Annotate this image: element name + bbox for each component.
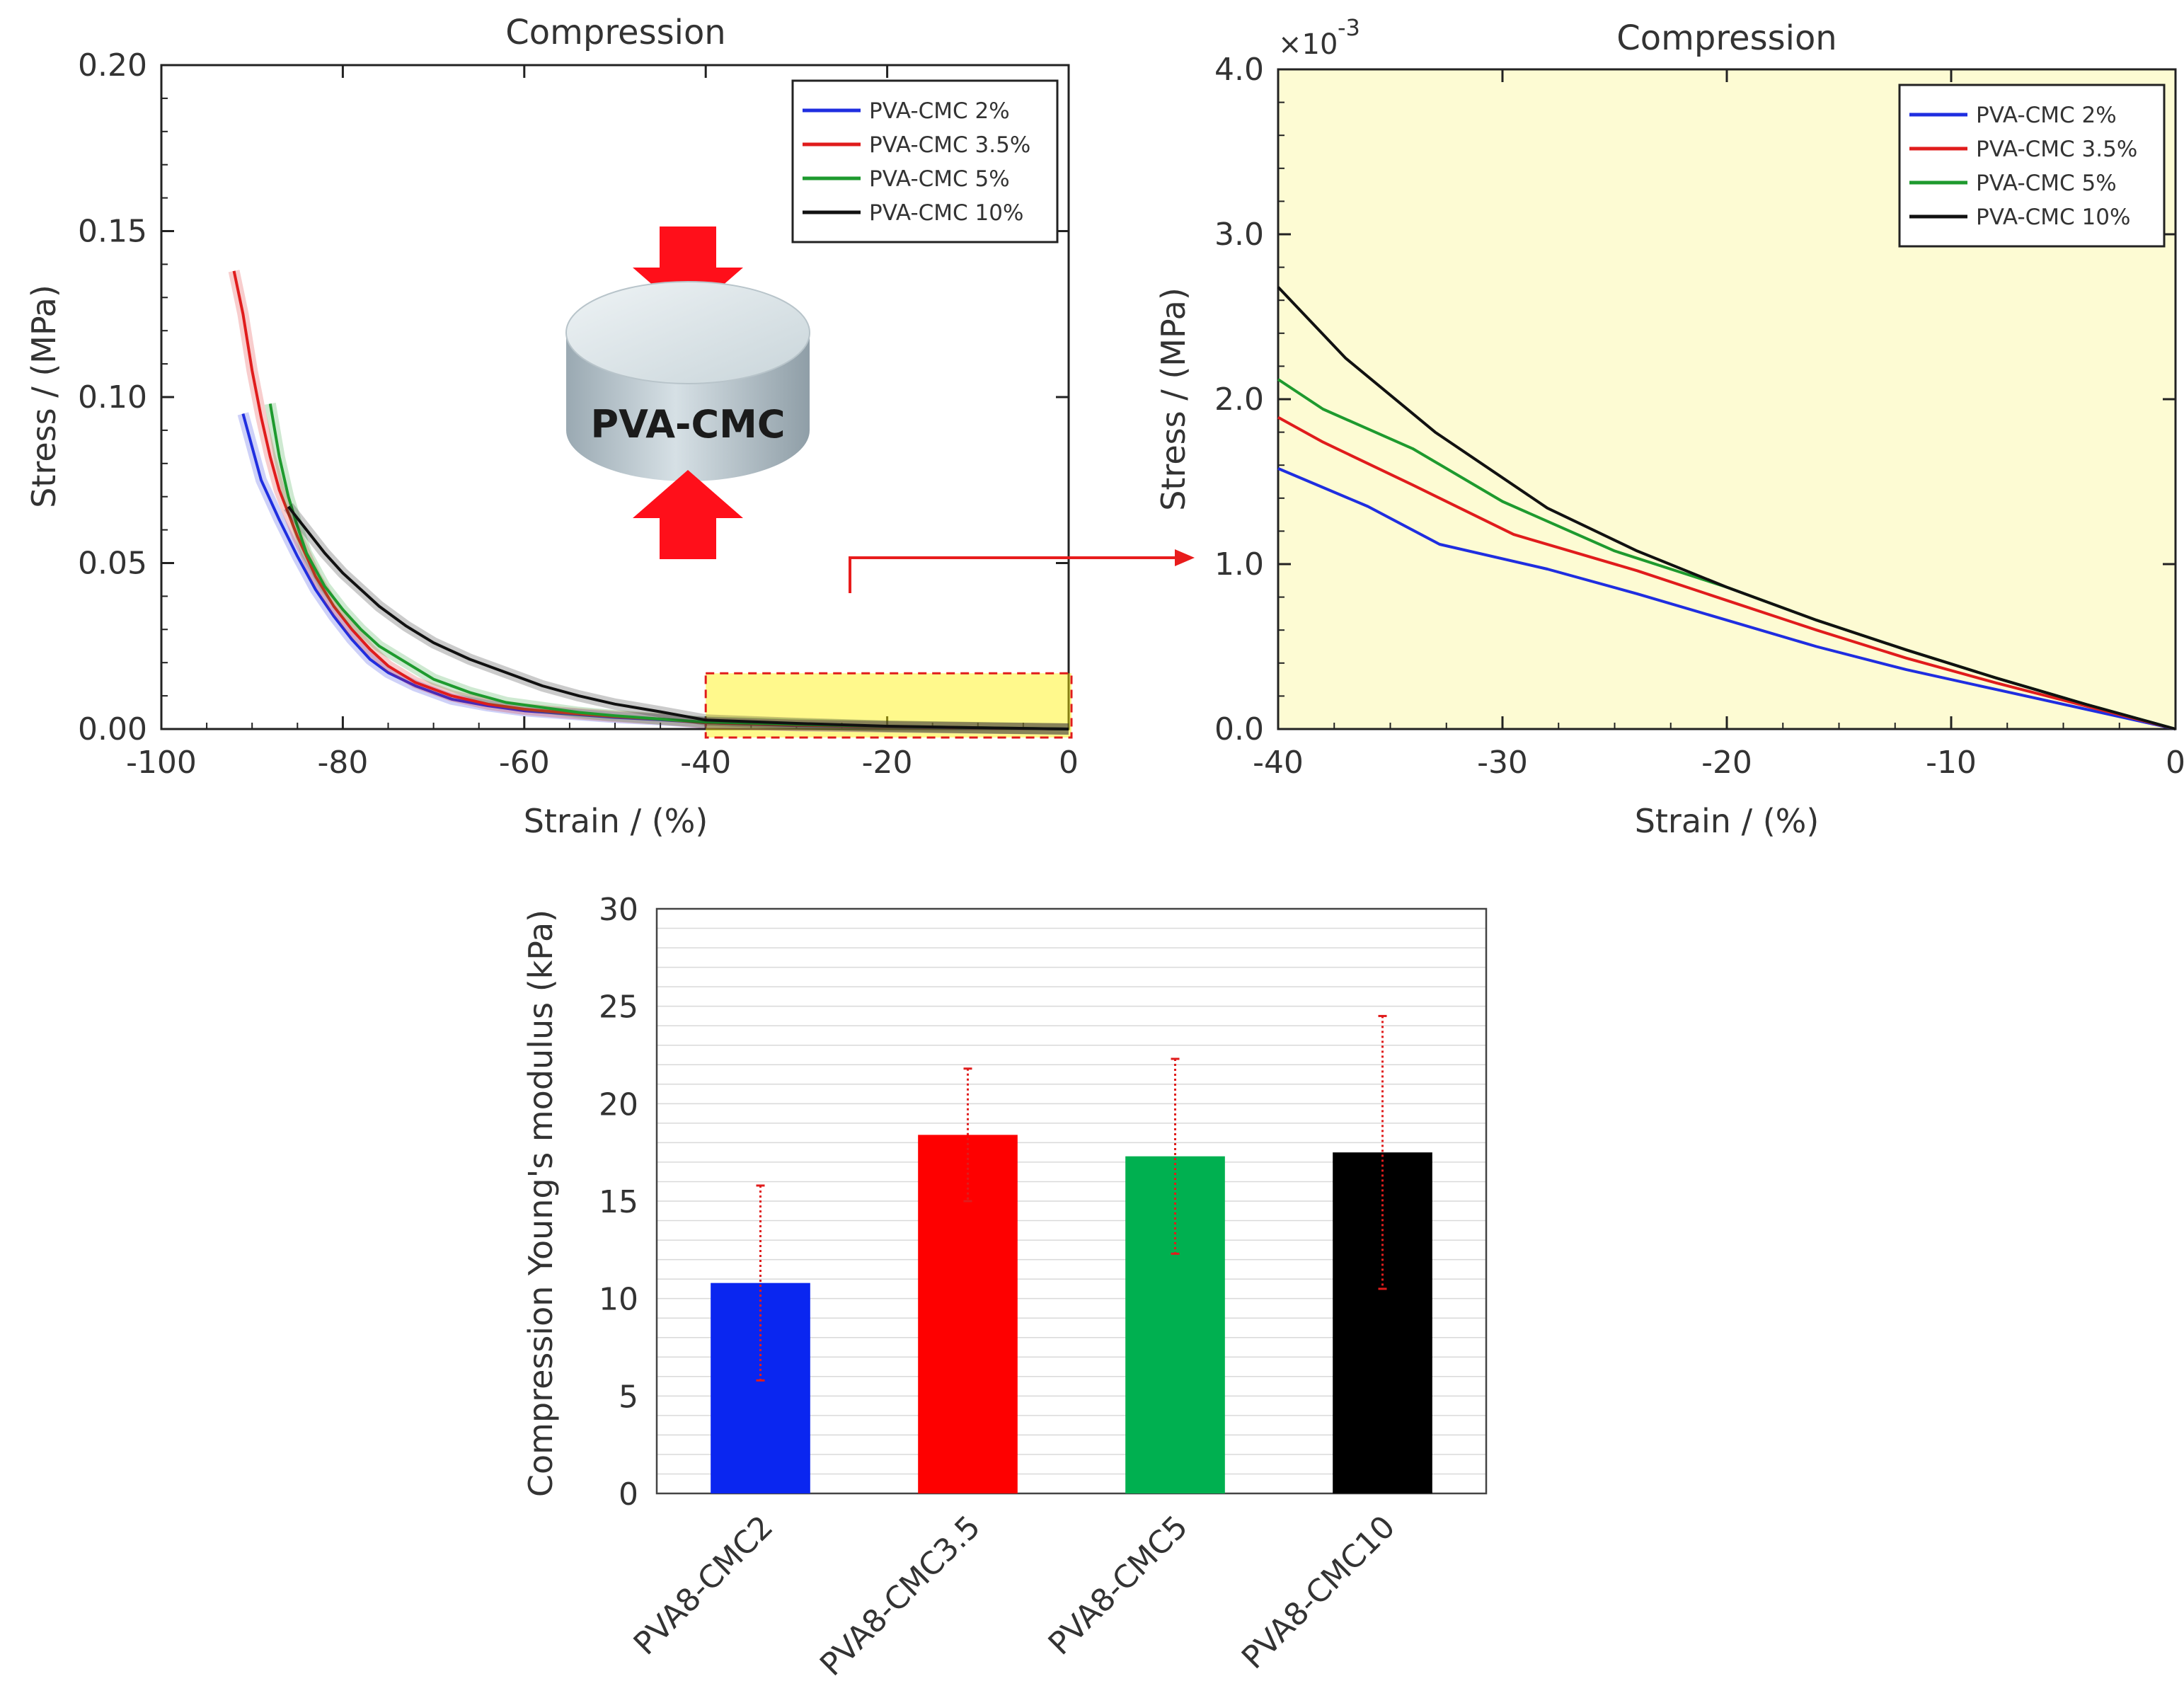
y-tick-label: 0.10: [78, 379, 147, 415]
chart2-x-tick-labels: -40 -30 -20 -10 0: [1253, 745, 2184, 781]
chart2-y-multiplier-exp: -3: [1338, 14, 1360, 41]
x-tick-label: -40: [1253, 745, 1304, 781]
series-line-pva-cmc-5: [268, 403, 1069, 730]
y-tick-label: 3.0: [1214, 217, 1264, 253]
chart1-y-tick-labels: 0.00 0.05 0.10 0.15 0.20: [78, 47, 147, 747]
chart2-plot-frame: [1277, 68, 2177, 730]
bar-pva8-cmc5: [1125, 1156, 1225, 1493]
series-line-pva-cmc-2: [1277, 467, 2176, 730]
chart3-ylabel: Compression Young's modulus (kPa): [522, 910, 560, 1497]
x-tick-label: -100: [126, 745, 197, 781]
x-tick-label: -20: [1701, 745, 1752, 781]
legend-label: PVA-CMC 5%: [869, 166, 1010, 192]
chart3-bars: [711, 1014, 1432, 1493]
y-tick-label: 0.15: [78, 214, 147, 250]
legend-box: [1898, 84, 2166, 248]
series-line-pva-cmc-10: [287, 505, 1069, 730]
chart2-title: Compression: [1616, 18, 1837, 58]
chart2-legend: PVA-CMC 2% PVA-CMC 3.5% PVA-CMC 5% PVA-CMC …: [1898, 84, 2166, 248]
chart2-series: [1277, 286, 2176, 730]
x-tick-label: -30: [1477, 745, 1528, 781]
chart1-series: [228, 270, 1069, 735]
legend-label: PVA-CMC 5%: [1976, 171, 2117, 196]
legend-label: PVA-CMC 10%: [869, 200, 1023, 226]
legend-label: PVA-CMC 3.5%: [869, 132, 1030, 158]
y-tick-label: 30: [599, 892, 638, 928]
legend-label: PVA-CMC 2%: [869, 98, 1010, 124]
x-tick-label: -60: [499, 745, 550, 781]
x-tick-label: PVA8-CMC2: [627, 1509, 781, 1663]
chart3-plot-frame: [655, 907, 1488, 1495]
y-tick-label: 0.0: [1214, 711, 1264, 747]
y-tick-label: 0.20: [78, 47, 147, 84]
compression-sample-illustration: PVA-CMC: [565, 226, 810, 559]
legend-label: PVA-CMC 10%: [1976, 205, 2130, 230]
legend-box: [791, 79, 1059, 243]
x-tick-label: -80: [317, 745, 368, 781]
x-tick-label: 0: [2166, 745, 2184, 781]
chart1-title: Compression: [505, 13, 725, 52]
bar-pva8-cmc3-5: [918, 1135, 1018, 1493]
chart1-ylabel: Stress / (MPa): [25, 285, 63, 508]
chart-panel-zoom: Compression ×10 -3 -40 -30 -20 -10 0 0.0 1.0 2…: [1154, 14, 2184, 840]
x-tick-label: PVA8-CMC3.5: [813, 1509, 987, 1683]
chart3-x-tick-labels: PVA8-CMC2 PVA8-CMC3.5 PVA8-CMC5 PVA8-CMC10: [627, 1509, 1403, 1683]
series-line-pva-cmc-10: [1277, 286, 2176, 730]
x-tick-label: -10: [1926, 745, 1977, 781]
series-line-pva-cmc-3-5: [1277, 415, 2176, 730]
x-tick-label: PVA8-CMC5: [1042, 1509, 1195, 1663]
chart1-plot-frame: [160, 64, 1070, 730]
chart2-y-multiplier: ×10: [1278, 28, 1338, 61]
y-tick-label: 25: [599, 989, 638, 1026]
arrow-up-icon: [633, 470, 743, 559]
arrow-down-icon: [633, 226, 743, 316]
y-tick-label: 0: [619, 1476, 638, 1513]
y-tick-label: 20: [599, 1086, 638, 1123]
chart1-legend: PVA-CMC 2% PVA-CMC 3.5% PVA-CMC 5% PVA-CMC …: [791, 79, 1059, 243]
y-tick-label: 0.00: [78, 711, 147, 747]
y-tick-label: 15: [599, 1184, 638, 1220]
x-tick-label: PVA8-CMC10: [1235, 1509, 1402, 1676]
y-tick-label: 5: [619, 1379, 638, 1415]
zoom-connector-arrow: [849, 549, 1195, 593]
chart-panel-overview: Compression -100 -80 -60 -40 -20 0 0.000.050.…: [25, 13, 1079, 840]
bar-pva8-cmc2: [711, 1283, 810, 1493]
x-tick-label: -40: [680, 745, 731, 781]
y-tick-label: 10: [599, 1282, 638, 1318]
y-tick-label: 4.0: [1214, 52, 1264, 88]
chart2-ylabel: Stress / (MPa): [1154, 287, 1192, 511]
arrow-right-icon: [1175, 549, 1195, 566]
sample-cylinder-top: [565, 281, 810, 384]
chart2-y-tick-labels: 0.0 1.0 2.0 3.0 4.0: [1214, 52, 1264, 747]
x-tick-label: 0: [1059, 745, 1079, 781]
y-tick-label: 2.0: [1214, 382, 1264, 418]
inset-sample-label: PVA-CMC: [591, 402, 786, 447]
x-tick-label: -20: [862, 745, 913, 781]
chart1-x-tick-labels: -100 -80 -60 -40 -20 0: [126, 745, 1079, 781]
chart3-y-tick-labels: 0 5 10 15 20 25 30: [599, 892, 638, 1513]
legend-label: PVA-CMC 2%: [1976, 103, 2117, 128]
chart1-xlabel: Strain / (%): [524, 802, 708, 840]
legend-label: PVA-CMC 3.5%: [1976, 137, 2137, 162]
y-tick-label: 1.0: [1214, 546, 1264, 583]
chart2-xlabel: Strain / (%): [1635, 802, 1820, 840]
bar-pva8-cmc10: [1333, 1152, 1432, 1493]
y-tick-label: 0.05: [78, 546, 147, 582]
